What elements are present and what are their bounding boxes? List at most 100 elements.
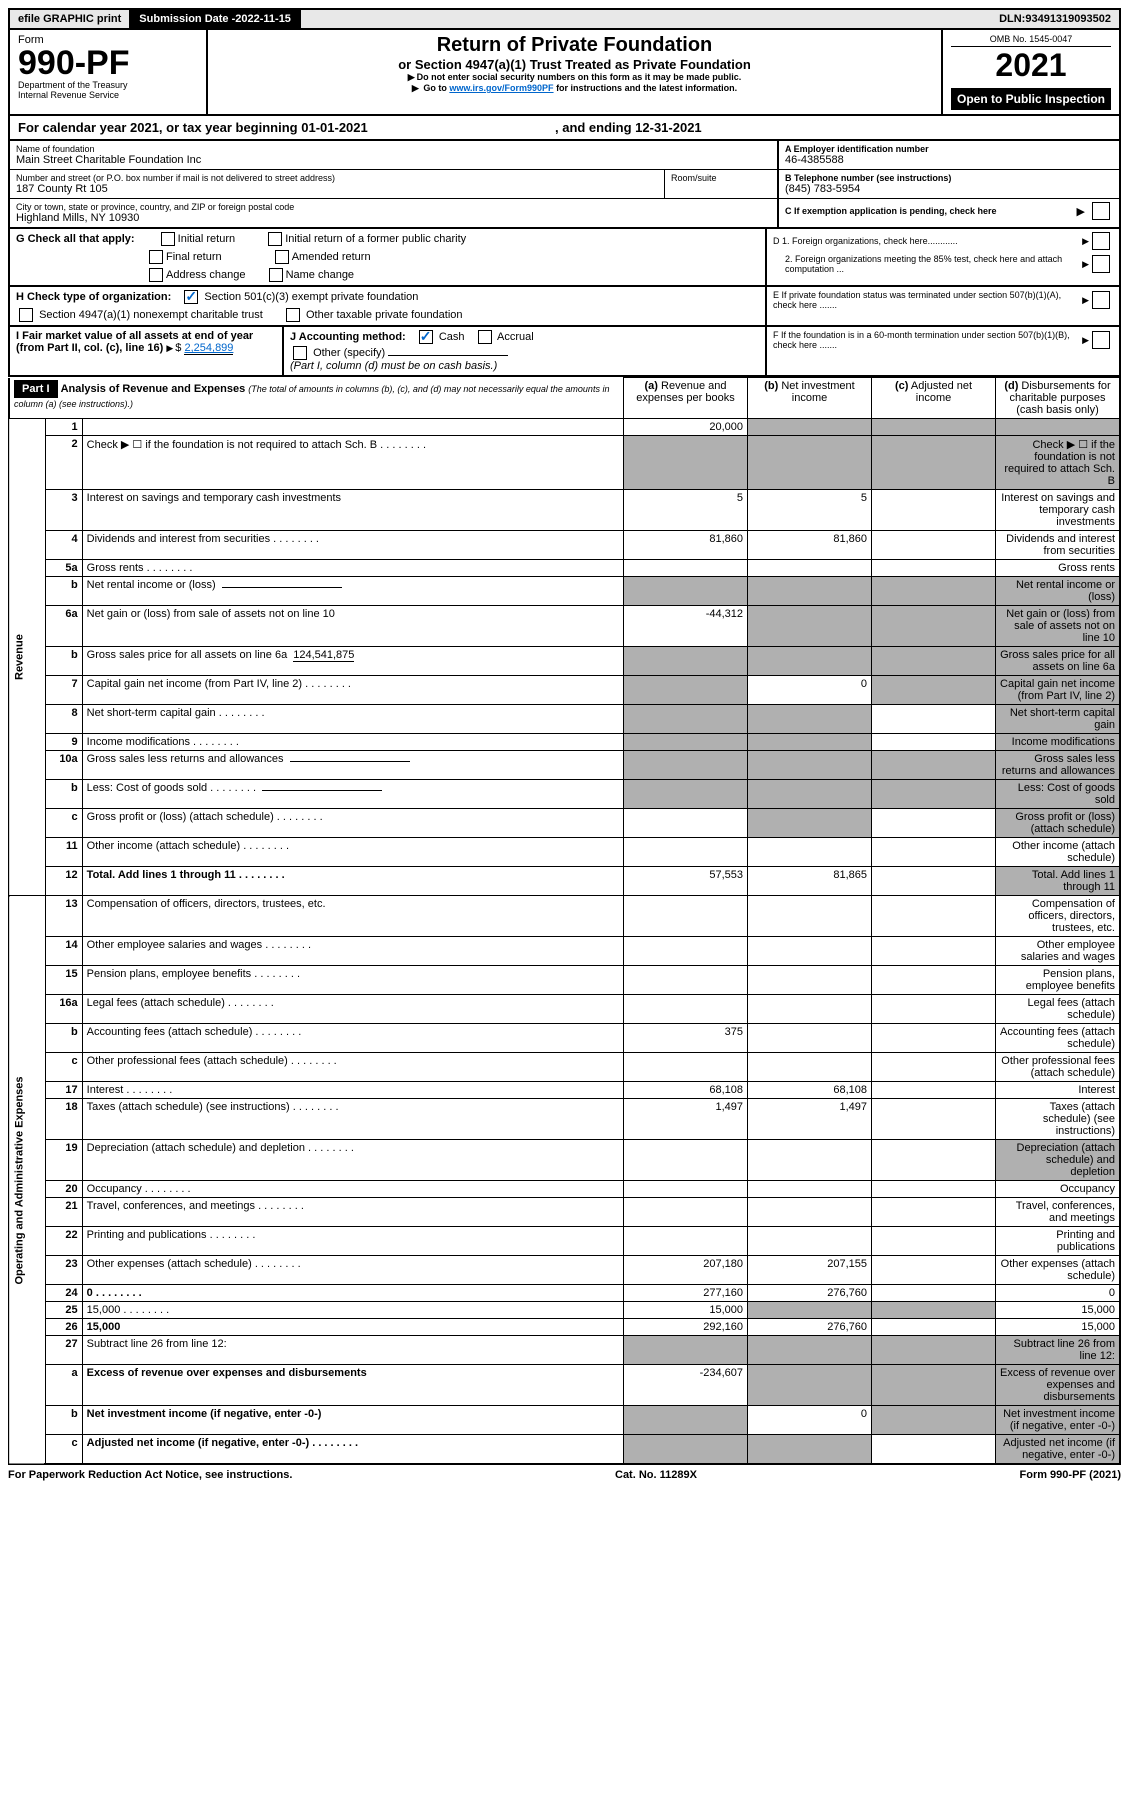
cell-b — [748, 896, 872, 937]
cell-a — [624, 1198, 748, 1227]
cal-text-b: , and ending — [555, 120, 635, 135]
row-number: c — [45, 809, 82, 838]
other-method-checkbox[interactable] — [293, 346, 307, 360]
address-change-checkbox[interactable] — [149, 268, 163, 282]
row-description: Net short-term capital gain . . . . . . … — [82, 705, 623, 734]
cell-b: 5 — [748, 490, 872, 531]
row-description — [82, 419, 623, 436]
exemption-checkbox[interactable] — [1092, 202, 1110, 220]
row-description: Adjusted net income (if negative, enter … — [82, 1435, 623, 1465]
cell-d: Net rental income or (loss) — [996, 577, 1121, 606]
row-number: b — [45, 780, 82, 809]
row-description: Compensation of officers, directors, tru… — [82, 896, 623, 937]
g-opt-4: Address change — [166, 269, 246, 281]
table-row: Operating and Administrative Expenses13C… — [9, 896, 1120, 937]
cell-c — [872, 1285, 996, 1302]
cell-b: 207,155 — [748, 1256, 872, 1285]
other-taxable-checkbox[interactable] — [286, 308, 300, 322]
form-link[interactable]: www.irs.gov/Form990PF — [449, 83, 553, 93]
cell-a: 375 — [624, 1024, 748, 1053]
row-description: Interest . . . . . . . . — [82, 1082, 623, 1099]
row-description: 15,000 . . . . . . . . — [82, 1302, 623, 1319]
table-row: 19Depreciation (attach schedule) and dep… — [9, 1140, 1120, 1181]
cell-d: Capital gain net income (from Part IV, l… — [996, 676, 1121, 705]
table-row: 7Capital gain net income (from Part IV, … — [9, 676, 1120, 705]
j-other: Other (specify) — [313, 347, 385, 359]
table-row: 8Net short-term capital gain . . . . . .… — [9, 705, 1120, 734]
cell-c — [872, 780, 996, 809]
cell-b: 0 — [748, 676, 872, 705]
row-description: Pension plans, employee benefits . . . .… — [82, 966, 623, 995]
table-row: 20Occupancy . . . . . . . .Occupancy — [9, 1181, 1120, 1198]
cell-b — [748, 937, 872, 966]
cell-b — [748, 1181, 872, 1198]
name-label: Name of foundation — [16, 144, 771, 154]
name-change-checkbox[interactable] — [269, 268, 283, 282]
4947-checkbox[interactable] — [19, 308, 33, 322]
accrual-checkbox[interactable] — [478, 330, 492, 344]
row-description: Capital gain net income (from Part IV, l… — [82, 676, 623, 705]
efile-label[interactable]: efile GRAPHIC print — [10, 10, 131, 28]
cell-b — [748, 780, 872, 809]
footer-right: Form 990-PF (2021) — [1020, 1469, 1121, 1481]
open-public-badge: Open to Public Inspection — [951, 88, 1111, 110]
cell-a: 277,160 — [624, 1285, 748, 1302]
cell-c — [872, 1053, 996, 1082]
cell-c — [872, 1024, 996, 1053]
e-checkbox[interactable] — [1092, 291, 1110, 309]
cell-b — [748, 751, 872, 780]
row-number: 3 — [45, 490, 82, 531]
501c3-checkbox[interactable] — [184, 290, 198, 304]
amended-return-checkbox[interactable] — [275, 250, 289, 264]
f-label: F If the foundation is in a 60-month ter… — [773, 330, 1082, 350]
cell-c — [872, 436, 996, 490]
cell-b — [748, 436, 872, 490]
final-return-checkbox[interactable] — [149, 250, 163, 264]
table-row: bGross sales price for all assets on lin… — [9, 647, 1120, 676]
initial-former-checkbox[interactable] — [268, 232, 282, 246]
cell-a — [624, 560, 748, 577]
telephone-label: B Telephone number (see instructions) — [785, 173, 1113, 183]
cell-b — [748, 734, 872, 751]
cash-checkbox[interactable] — [419, 330, 433, 344]
row-description: Taxes (attach schedule) (see instruction… — [82, 1099, 623, 1140]
cell-b: 0 — [748, 1406, 872, 1435]
cell-c — [872, 867, 996, 896]
row-number: 8 — [45, 705, 82, 734]
cell-c — [872, 1336, 996, 1365]
row-number: 14 — [45, 937, 82, 966]
initial-return-checkbox[interactable] — [161, 232, 175, 246]
cell-d: Accounting fees (attach schedule) — [996, 1024, 1121, 1053]
table-row: 4Dividends and interest from securities … — [9, 531, 1120, 560]
cell-d: Interest on savings and temporary cash i… — [996, 490, 1121, 531]
cell-b — [748, 809, 872, 838]
f-checkbox[interactable] — [1092, 331, 1110, 349]
d1-checkbox[interactable] — [1092, 232, 1110, 250]
cell-c — [872, 1319, 996, 1336]
table-row: 22Printing and publications . . . . . . … — [9, 1227, 1120, 1256]
j-note: (Part I, column (d) must be on cash basi… — [290, 360, 759, 372]
g-opt-3: Amended return — [292, 251, 371, 263]
row-description: Occupancy . . . . . . . . — [82, 1181, 623, 1198]
cell-c — [872, 647, 996, 676]
table-row: cAdjusted net income (if negative, enter… — [9, 1435, 1120, 1465]
row-description: Accounting fees (attach schedule) . . . … — [82, 1024, 623, 1053]
fmv-value[interactable]: 2,254,899 — [184, 342, 233, 355]
h-label: H Check type of organization: — [16, 291, 171, 303]
table-row: aExcess of revenue over expenses and dis… — [9, 1365, 1120, 1406]
table-row: bNet rental income or (loss)Net rental i… — [9, 577, 1120, 606]
cell-d: Pension plans, employee benefits — [996, 966, 1121, 995]
g-opt-0: Initial return — [178, 233, 235, 245]
h-e-row: H Check type of organization: Section 50… — [8, 287, 1121, 327]
table-row: 3 Interest on savings and temporary cash … — [9, 490, 1120, 531]
d2-checkbox[interactable] — [1092, 255, 1110, 273]
cell-a — [624, 1406, 748, 1435]
cell-a: 15,000 — [624, 1302, 748, 1319]
cell-a: 207,180 — [624, 1256, 748, 1285]
cell-b: 68,108 — [748, 1082, 872, 1099]
row-description: Printing and publications . . . . . . . … — [82, 1227, 623, 1256]
row-number: 17 — [45, 1082, 82, 1099]
row-number: 10a — [45, 751, 82, 780]
cell-d: Taxes (attach schedule) (see instruction… — [996, 1099, 1121, 1140]
cell-a — [624, 937, 748, 966]
